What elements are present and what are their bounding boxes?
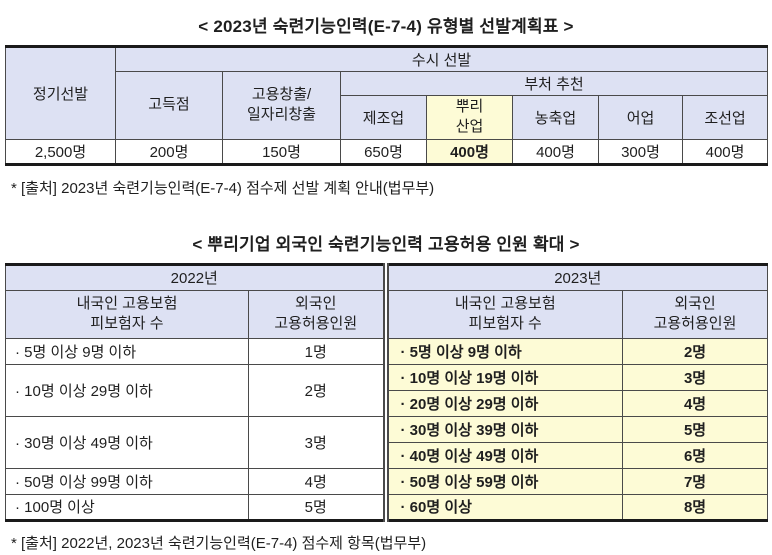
t2-2023-count-4: 6명 bbox=[622, 441, 769, 469]
header-industry-manufacturing: 제조업 bbox=[340, 95, 427, 140]
t2-2022-range-0: · 5명 이상 9명 이하 bbox=[5, 337, 249, 365]
header-industry-shipbuilding: 조선업 bbox=[681, 95, 769, 140]
t2-2023-range-2: · 20명 이상 29명 이하 bbox=[382, 389, 624, 417]
t2-2023-range-5: · 50명 이상 59명 이하 bbox=[382, 467, 624, 495]
t2-2023-range-4: · 40명 이상 49명 이하 bbox=[382, 441, 624, 469]
value-high-score: 200명 bbox=[115, 138, 223, 165]
t2-2022-count-0: 1명 bbox=[247, 337, 387, 365]
selection-plan-table: 정기선발 수시 선발 고득점 고용창출/ 일자리창출 부처 추천 제조업 뿌리 … bbox=[5, 45, 769, 166]
t2-2023-count-3: 5명 bbox=[622, 415, 769, 443]
t2-2022-range-3: · 50명 이상 99명 이하 bbox=[5, 467, 249, 495]
t2-2022-count-4: 5명 bbox=[247, 493, 387, 521]
header-2023-allowed: 외국인 고용허용인원 bbox=[622, 289, 769, 339]
t2-2023-range-0: · 5명 이상 9명 이하 bbox=[382, 337, 624, 365]
value-agriculture: 400명 bbox=[512, 138, 599, 165]
value-shipbuilding: 400명 bbox=[681, 138, 769, 165]
header-2023-insured: 내국인 고용보험 피보험자 수 bbox=[382, 289, 624, 339]
employment-expansion-table: 2022년 2023년 내국인 고용보험 피보험자 수 외국인 고용허용인원 내… bbox=[4, 262, 769, 522]
value-periodic: 2,500명 bbox=[5, 138, 116, 165]
t2-2022-count-2: 3명 bbox=[247, 415, 387, 469]
t2-2023-count-2: 4명 bbox=[622, 389, 769, 417]
t2-2022-range-4: · 100명 이상 bbox=[5, 493, 249, 521]
header-periodic-selection: 정기선발 bbox=[5, 46, 116, 140]
selection-plan-title: < 2023년 숙련기능인력(E-7-4) 유형별 선발계획표 > bbox=[198, 17, 574, 36]
value-manufacturing: 650명 bbox=[340, 138, 427, 165]
header-industry-root-highlighted: 뿌리 산업 bbox=[426, 95, 513, 140]
t2-2023-count-0: 2명 bbox=[622, 337, 769, 365]
value-job-creation: 150명 bbox=[222, 138, 341, 165]
header-high-score: 고득점 bbox=[115, 71, 223, 140]
header-job-creation: 고용창출/ 일자리창출 bbox=[222, 71, 341, 140]
t2-2023-range-1: · 10명 이상 19명 이하 bbox=[382, 363, 624, 391]
value-root-industry-highlighted: 400명 bbox=[426, 138, 513, 165]
t2-2023-range-6: · 60명 이상 bbox=[382, 493, 624, 521]
employment-expansion-title: < 뿌리기업 외국인 숙련기능인력 고용허용 인원 확대 > bbox=[192, 234, 580, 254]
source-note-2: * [출처] 2022년, 2023년 숙련기능인력(E-7-4) 점수제 항목… bbox=[11, 534, 427, 552]
header-industry-fishery: 어업 bbox=[598, 95, 683, 140]
header-rolling-selection: 수시 선발 bbox=[114, 46, 769, 72]
header-2022-allowed: 외국인 고용허용인원 bbox=[247, 289, 387, 339]
header-year-2022: 2022년 bbox=[4, 263, 387, 291]
t2-2023-count-5: 7명 bbox=[622, 467, 769, 495]
header-industry-agriculture: 농축업 bbox=[512, 95, 599, 140]
header-2022-insured: 내국인 고용보험 피보험자 수 bbox=[5, 289, 249, 339]
t2-2023-range-3: · 30명 이상 39명 이하 bbox=[382, 415, 624, 443]
value-fishery: 300명 bbox=[598, 138, 683, 165]
t2-2022-range-2: · 30명 이상 49명 이하 bbox=[5, 415, 249, 469]
header-year-2023: 2023년 bbox=[382, 263, 769, 291]
t2-2022-count-3: 4명 bbox=[247, 467, 387, 495]
t2-2022-range-1: · 10명 이상 29명 이하 bbox=[5, 363, 249, 417]
source-note-1: * [출처] 2023년 숙련기능인력(E-7-4) 점수제 선발 계획 안내(… bbox=[11, 179, 435, 197]
t2-2023-count-6: 8명 bbox=[622, 493, 769, 521]
t2-2023-count-1: 3명 bbox=[622, 363, 769, 391]
header-ministry-recommendation: 부처 추천 bbox=[339, 71, 769, 96]
t2-2022-count-1: 2명 bbox=[247, 363, 387, 417]
